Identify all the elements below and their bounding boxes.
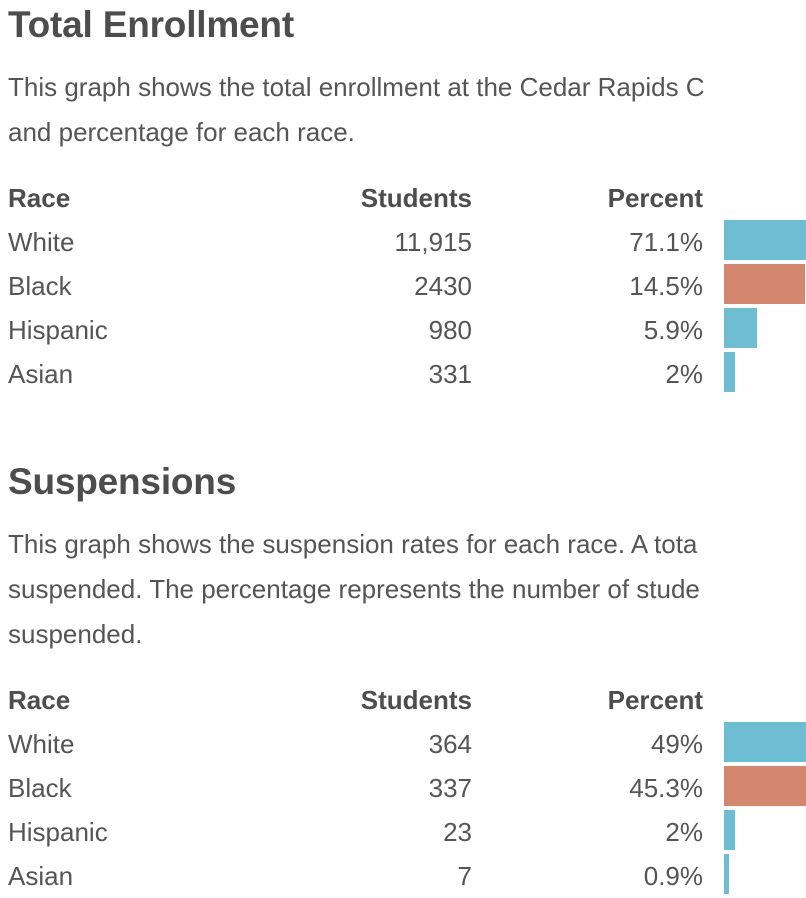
bar-asian — [724, 854, 729, 894]
row-students: 7 — [457, 861, 472, 891]
bar-asian — [724, 352, 735, 392]
enrollment-description-line: and percentage for each race. — [8, 117, 355, 147]
row-race: White — [8, 729, 75, 759]
row-race: Hispanic — [8, 817, 108, 847]
bar-hispanic — [724, 308, 757, 348]
header-students: Students — [360, 183, 472, 213]
header-race: Race — [8, 685, 71, 715]
row-race: Hispanic — [8, 315, 108, 345]
row-race: White — [8, 227, 75, 257]
row-students: 980 — [428, 315, 472, 345]
bar-white — [724, 220, 806, 260]
row-race: Asian — [8, 359, 74, 389]
row-percent: 49% — [650, 729, 703, 759]
enrollment-description-line: This graph shows the total enrollment at… — [8, 72, 705, 102]
row-students: 364 — [428, 729, 472, 759]
row-race: Black — [8, 773, 72, 803]
enrollment-title: Total Enrollment — [8, 4, 294, 45]
row-percent: 14.5% — [629, 271, 703, 301]
suspension-description-line: suspended. The percentage represents the… — [8, 574, 700, 604]
row-students: 11,915 — [394, 227, 472, 257]
suspension-description-line: suspended. — [8, 619, 143, 649]
header-percent: Percent — [607, 183, 703, 213]
header-students: Students — [360, 685, 472, 715]
row-percent: 45.3% — [629, 773, 703, 803]
header-race: Race — [8, 183, 71, 213]
bar-black — [724, 264, 805, 304]
row-percent: 2% — [665, 817, 703, 847]
row-students: 23 — [443, 817, 472, 847]
suspension-title: Suspensions — [8, 461, 237, 502]
row-race: Asian — [8, 861, 74, 891]
row-race: Black — [8, 271, 72, 301]
row-percent: 2% — [665, 359, 703, 389]
row-students: 337 — [428, 773, 472, 803]
bar-white — [724, 722, 806, 762]
row-students: 2430 — [414, 271, 472, 301]
header-percent: Percent — [607, 685, 703, 715]
suspension-description-line: This graph shows the suspension rates fo… — [8, 529, 698, 559]
row-percent: 5.9% — [643, 315, 703, 345]
bar-hispanic — [724, 810, 735, 850]
row-percent: 71.1% — [629, 227, 703, 257]
bar-black — [724, 766, 806, 806]
row-percent: 0.9% — [643, 861, 703, 891]
row-students: 331 — [428, 359, 472, 389]
